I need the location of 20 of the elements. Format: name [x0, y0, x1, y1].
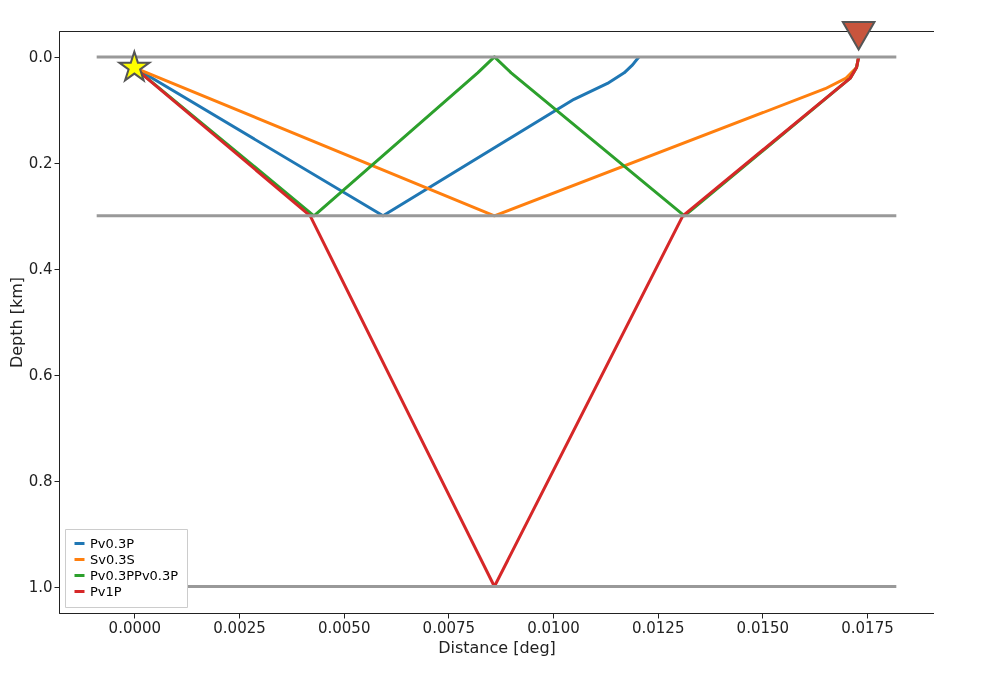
x-tick-label: 0.0175 — [841, 618, 894, 637]
y-tick-label: 0.2 — [28, 154, 53, 173]
x-tick-label: 0.0025 — [213, 618, 266, 637]
x-tick-label: 0.0150 — [736, 618, 790, 637]
x-tick-label: 0.0050 — [317, 618, 371, 637]
y-axis-title: Depth [km] — [6, 276, 26, 369]
y-tick-label: 0.8 — [28, 472, 53, 491]
x-tick-label: 0.0075 — [422, 618, 476, 637]
legend-label: Pv0.3P — [90, 535, 135, 551]
legend-label: Sv0.3S — [90, 551, 135, 567]
y-tick-label: 0.4 — [28, 260, 53, 279]
x-tick-label: 0.0100 — [527, 618, 580, 637]
legend-label: Pv1P — [90, 583, 122, 599]
y-tick-label: 0.0 — [28, 48, 53, 67]
x-tick-label: 0.0125 — [631, 618, 685, 637]
legend-label: Pv0.3PPv0.3P — [90, 567, 179, 583]
x-axis-title: Distance [deg] — [438, 637, 556, 657]
y-tick-label: 0.6 — [28, 366, 53, 385]
y-tick-label: 1.0 — [28, 578, 53, 597]
x-tick-label: 0.0000 — [108, 618, 162, 637]
